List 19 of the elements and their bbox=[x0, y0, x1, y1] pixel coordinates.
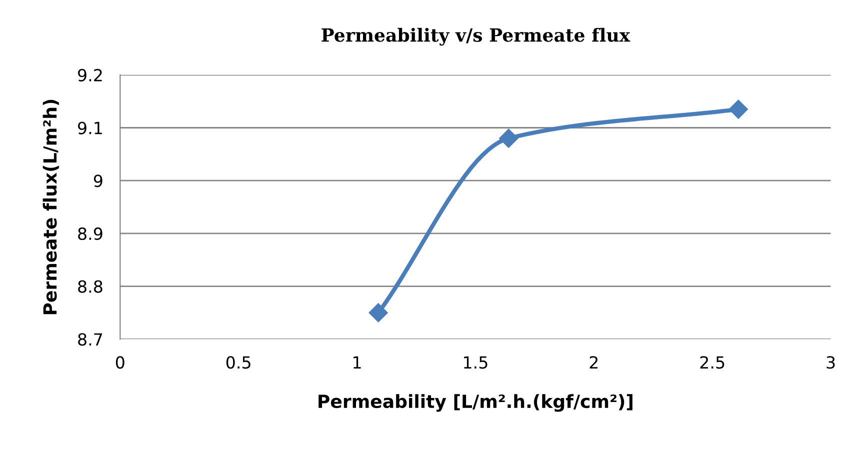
x-tick-label: 3 bbox=[826, 356, 835, 369]
point bbox=[728, 100, 748, 119]
y-tick-label: 9.2 bbox=[78, 68, 102, 82]
chart-title: Permeability v/s Permeate flux bbox=[322, 28, 630, 46]
x-tick-label: 1 bbox=[354, 356, 361, 368]
y-axis-title: Permeate flux(L/m²h) bbox=[42, 100, 59, 314]
x-tick-label: 2 bbox=[590, 356, 598, 368]
point bbox=[499, 128, 518, 148]
y-tick-label: 8.8 bbox=[78, 280, 102, 293]
x-axis-title: Permeability [L/m².h.(kgf/cm²)] bbox=[318, 394, 632, 412]
y-tick-label: 8.7 bbox=[78, 333, 102, 346]
y-tick-label: 8.9 bbox=[78, 227, 102, 240]
point bbox=[368, 303, 388, 322]
y-tick-label: 9 bbox=[94, 174, 102, 188]
y-tick-label: 9.1 bbox=[78, 122, 102, 134]
x-tick-label: 0.5 bbox=[226, 356, 250, 369]
x-tick-label: 0 bbox=[116, 356, 124, 369]
x-tick-label: 1.5 bbox=[464, 356, 488, 369]
x-tick-label: 2.5 bbox=[700, 356, 724, 369]
